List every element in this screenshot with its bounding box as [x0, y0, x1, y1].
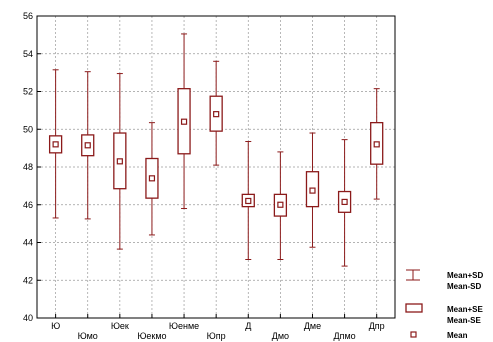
mean-marker: [277, 201, 284, 208]
legend-label: Mean: [447, 331, 468, 340]
x-tick-label: Д: [245, 321, 251, 331]
box-4: [145, 122, 159, 236]
y-tick-label: 42: [23, 275, 33, 285]
mean-marker: [245, 197, 252, 205]
legend-item-mean: Mean: [410, 331, 468, 340]
y-axis: 40 42 44 46 48 50 52 54 56: [23, 11, 41, 323]
y-tick-label: 46: [23, 200, 33, 210]
x-tick-label: Дме: [304, 321, 321, 331]
x-tick-label: Дпр: [369, 321, 385, 331]
mean-marker: [148, 175, 156, 182]
box-3: [113, 73, 127, 250]
legend-item-sd: Mean+SD Mean-SD: [406, 269, 483, 291]
x-tick-label: Ю: [51, 321, 60, 331]
box-1: [48, 69, 63, 219]
box-8: [273, 151, 288, 260]
y-tick-label: 40: [23, 313, 33, 323]
x-tick-label: Юпр: [207, 331, 226, 341]
x-tick-label: Юмо: [78, 331, 98, 341]
mean-marker: [52, 141, 59, 148]
y-tick-label: 50: [23, 124, 33, 134]
legend-label: Mean+SE: [447, 305, 483, 314]
x-tick-label: Дмо: [272, 331, 289, 341]
mean-marker: [309, 187, 316, 194]
mean-marker: [84, 142, 91, 149]
x-tick-label: Юекмо: [137, 331, 166, 341]
x-tick-label: Дпмо: [334, 331, 356, 341]
legend: Mean+SD Mean-SD Mean+SE Mean-SE Mean: [405, 269, 483, 340]
box-7: [241, 141, 255, 260]
box-6: [209, 60, 223, 166]
y-tick-label: 44: [23, 238, 33, 248]
box-9: [305, 132, 320, 248]
x-tick-label: Юенме: [169, 321, 199, 331]
mean-marker: [180, 118, 188, 125]
y-tick-label: 52: [23, 87, 33, 97]
y-tick-label: 56: [23, 11, 33, 21]
box-5: [177, 33, 191, 210]
legend-label: Mean-SD: [447, 282, 481, 291]
box-2: [81, 71, 95, 220]
box-10: [337, 139, 352, 267]
y-tick-label: 54: [23, 49, 33, 59]
x-tick-label: Юек: [111, 321, 129, 331]
y-tick-label: 48: [23, 162, 33, 172]
legend-box-symbol: [405, 303, 423, 313]
mean-marker: [341, 198, 348, 206]
legend-mean-symbol: [410, 331, 417, 338]
legend-label: Mean+SD: [447, 271, 483, 280]
mean-marker: [213, 111, 220, 118]
mean-marker: [373, 141, 380, 148]
mean-marker: [116, 158, 123, 165]
box-11: [370, 88, 384, 200]
series-boxes: [48, 33, 384, 267]
legend-item-se: Mean+SE Mean-SE: [405, 303, 483, 325]
legend-label: Mean-SE: [447, 316, 481, 325]
